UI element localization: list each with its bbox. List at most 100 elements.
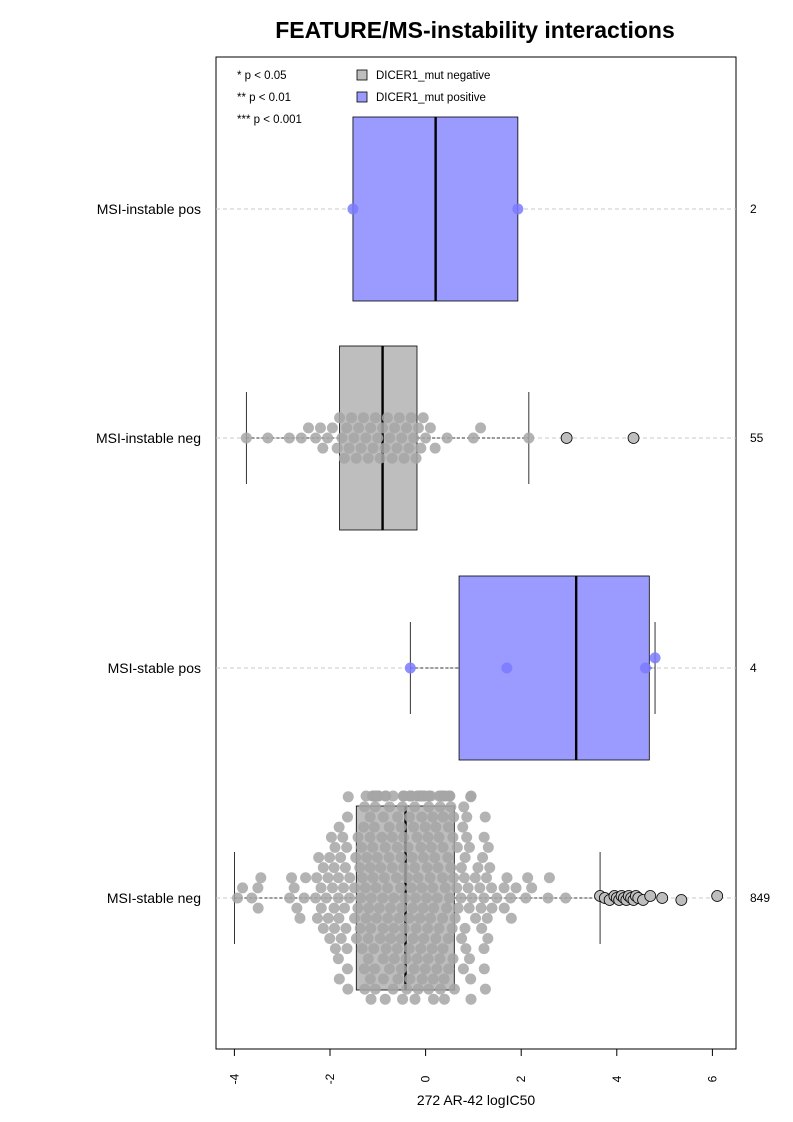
data-point [300,872,312,884]
data-point [401,983,413,995]
data-point [456,932,468,944]
data-point [384,963,396,975]
data-point [252,902,264,914]
data-point [412,422,424,434]
data-point [448,872,460,884]
data-point [315,902,327,914]
data-point [421,892,433,904]
legend: DICER1_mut negative DICER1_mut positive [356,69,490,104]
data-point [472,862,484,874]
data-point [358,801,370,813]
data-point [424,872,436,884]
data-point [447,953,459,965]
data-point [404,662,416,674]
data-point [407,932,419,944]
data-point [405,882,417,894]
data-point [339,862,351,874]
category-labels: MSI-instable pos 2 MSI-instable neg 55 MSI-s… [96,201,770,906]
data-point [467,432,479,444]
data-point [478,943,490,955]
box [458,575,650,761]
data-point [380,943,392,955]
data-point [417,852,429,864]
data-point [391,872,403,884]
data-point [465,790,477,802]
data-point [411,953,423,965]
data-point [542,892,554,904]
data-point [395,821,407,833]
data-point [408,821,420,833]
data-point [415,841,427,853]
data-point [386,862,398,874]
data-point [498,902,510,914]
data-point [465,993,477,1005]
data-point [462,882,474,894]
data-point [391,841,403,853]
data-point [347,203,359,215]
x-tick-label: -4 [227,1073,241,1084]
data-point [414,912,426,924]
data-point [324,932,336,944]
data-point [410,452,422,464]
data-point [438,973,450,985]
data-point [302,422,314,434]
data-point [409,801,421,813]
data-point [409,862,421,874]
data-point [326,422,338,434]
data-point [377,892,389,904]
data-point [419,963,431,975]
data-point [377,811,389,823]
data-point [232,892,244,904]
data-point [311,872,323,884]
data-point [403,442,415,454]
data-point [427,973,439,985]
data-point [431,963,443,975]
data-point [412,872,424,884]
category-count: 849 [750,891,770,905]
data-point [368,821,380,833]
outlier-point [627,432,640,444]
data-point [340,922,352,934]
data-point [463,841,475,853]
data-point [288,882,300,894]
data-point [437,943,449,955]
data-point [412,983,424,995]
data-point [338,902,350,914]
data-point [368,943,380,955]
data-point [523,432,535,444]
data-point [459,852,471,864]
data-point [419,821,431,833]
data-point [246,892,258,904]
data-point [341,422,353,434]
data-point [341,963,353,975]
category-label: MSI-instable neg [96,430,201,446]
data-point [332,953,344,965]
data-point [430,932,442,944]
data-point [427,811,439,823]
data-point [392,973,404,985]
data-point [442,852,454,864]
data-point [498,882,510,894]
data-point [461,831,473,843]
data-point [350,932,362,944]
outlier-point [644,890,657,902]
data-point [543,872,555,884]
data-point [470,912,482,924]
data-point [377,973,389,985]
data-point [422,831,434,843]
data-point [377,922,389,934]
significance-legend: * p < 0.05 ** p < 0.01 *** p < 0.001 [237,70,302,126]
outlier-point [656,892,669,904]
data-point [324,852,336,864]
data-point [445,801,457,813]
data-point [333,912,345,924]
data-point [418,932,430,944]
data-point [408,963,420,975]
data-point [421,862,433,874]
data-point [415,442,427,454]
data-point [328,862,340,874]
data-point [371,912,383,924]
data-point [336,432,348,444]
data-point [332,892,344,904]
data-point [379,993,391,1005]
